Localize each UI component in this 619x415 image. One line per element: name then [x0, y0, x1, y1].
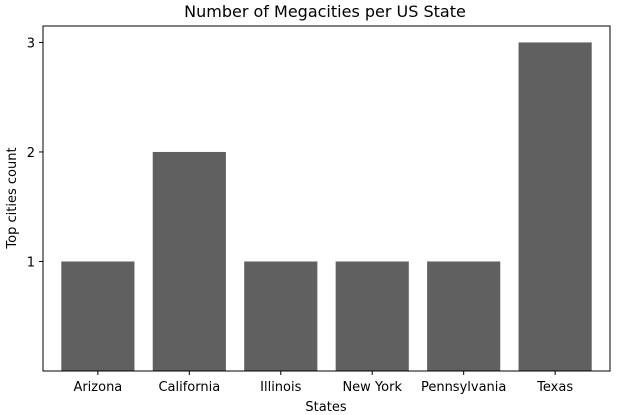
y-tick-label: 1 — [27, 255, 35, 270]
x-tick-label: Illinois — [260, 380, 301, 395]
bar-illinois — [244, 261, 318, 371]
x-tick-label: Arizona — [73, 380, 122, 395]
y-axis-ticks: 1 2 3 — [27, 36, 43, 270]
x-axis-ticks: Arizona California Illinois New York Pennsyl… — [73, 371, 573, 395]
x-axis-label: States — [305, 400, 346, 415]
x-tick-label: Pennsylvania — [421, 380, 506, 395]
bar-california — [152, 151, 226, 371]
bar-arizona — [61, 261, 135, 371]
chart-title: Number of Megacities per US State — [184, 2, 466, 21]
bar-texas — [518, 42, 592, 372]
y-tick-label: 3 — [27, 36, 35, 51]
x-tick-label: Texas — [536, 380, 573, 395]
y-axis-label: Top cities count — [5, 147, 20, 249]
bar-pennsylvania — [427, 261, 501, 371]
x-tick-label: New York — [342, 380, 402, 395]
y-tick-label: 2 — [27, 146, 35, 161]
bars-group — [61, 42, 592, 372]
x-tick-label: California — [158, 380, 220, 395]
bar-new-york — [335, 261, 409, 371]
plot-area-frame — [42, 25, 611, 372]
